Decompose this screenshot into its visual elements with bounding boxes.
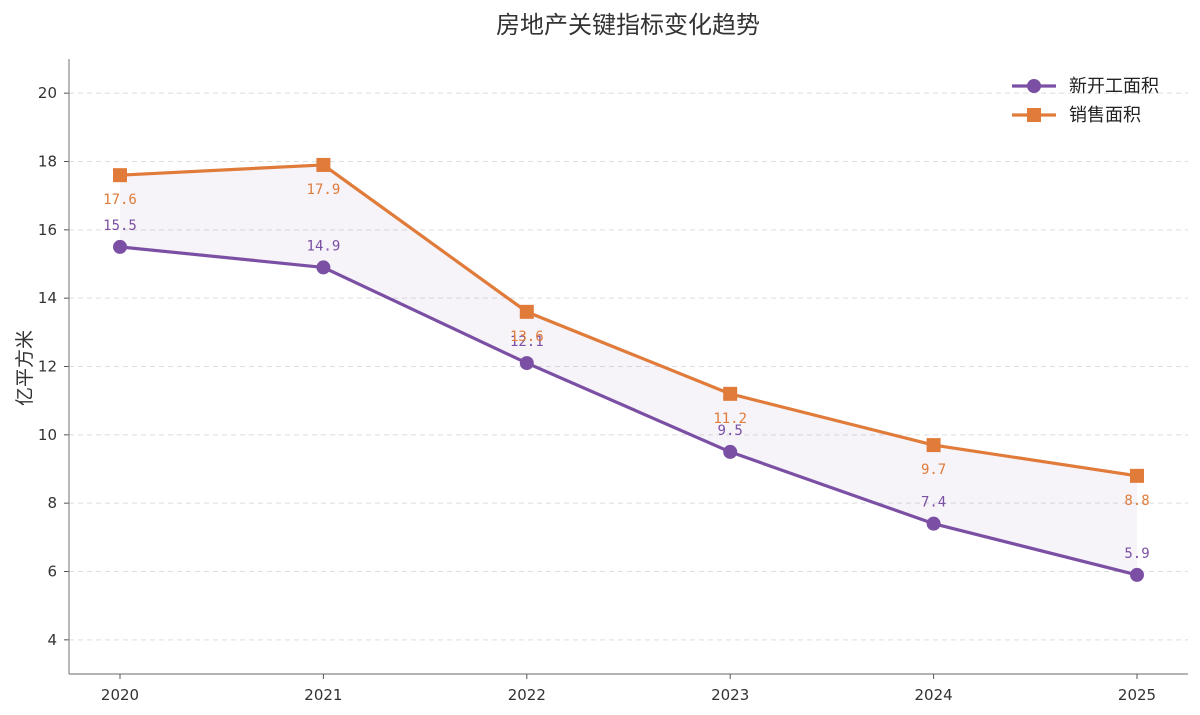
y-tick-label: 20 <box>38 84 57 102</box>
data-point-square <box>1130 468 1144 483</box>
data-point-circle <box>519 356 534 371</box>
x-tick-label: 2022 <box>508 686 546 704</box>
data-point-circle <box>926 516 941 531</box>
y-tick-label: 12 <box>38 358 57 376</box>
data-labels: 15.5 14.9 12.1 9.5 7.4 5.9 17.6 17.9 13.6 11.2 9.7… <box>103 182 1150 562</box>
legend-marker-circle <box>1027 79 1041 93</box>
data-point-square <box>723 386 738 401</box>
data-point-square <box>519 304 534 319</box>
data-label: 14.9 <box>307 238 341 254</box>
series-line-1 <box>118 245 1139 577</box>
y-tick-label: 16 <box>38 221 57 239</box>
data-point-circle <box>1130 567 1144 582</box>
data-label: 8.8 <box>1124 493 1149 509</box>
data-label: 17.6 <box>103 192 137 208</box>
x-tick-label: 2024 <box>915 686 953 704</box>
x-tick-label: 2023 <box>711 686 749 704</box>
data-point-square <box>113 168 127 183</box>
legend-label: 新开工面积 <box>1069 76 1159 97</box>
y-tick-label: 6 <box>47 563 57 581</box>
x-tick-label: 2025 <box>1118 686 1156 704</box>
series-line-2 <box>118 163 1139 478</box>
data-label: 13.6 <box>510 329 544 345</box>
data-label: 17.9 <box>307 182 341 198</box>
legend-label: 销售面积 <box>1069 105 1141 126</box>
y-tick-label: 14 <box>38 289 57 307</box>
data-point-circle <box>316 260 331 275</box>
data-label: 5.9 <box>1124 546 1149 562</box>
y-tick-label: 18 <box>38 153 57 171</box>
data-point-circle <box>113 239 127 254</box>
data-label: 11.2 <box>713 411 747 427</box>
legend-marker-square <box>1027 108 1041 122</box>
data-label: 9.7 <box>921 462 946 478</box>
fill-between-area-shape <box>120 164 1137 575</box>
data-point-circle <box>723 444 738 459</box>
fill-between-area <box>120 164 1137 575</box>
y-tick-label: 4 <box>47 631 57 649</box>
grid-lines <box>69 92 1188 641</box>
y-tick-label: 8 <box>47 494 57 512</box>
data-point-square <box>316 157 331 172</box>
y-tick-label: 10 <box>38 426 57 444</box>
data-label: 9.5 <box>718 423 743 439</box>
data-label: 15.5 <box>103 218 137 234</box>
data-point-square <box>926 438 941 453</box>
data-label: 12.1 <box>510 334 544 350</box>
chart-title: 房地产关键指标变化趋势 <box>496 11 760 39</box>
x-tick-label: 2020 <box>101 686 139 704</box>
series-lines <box>113 157 1144 582</box>
y-axis-label: 亿平方米 <box>14 330 36 406</box>
data-label: 7.4 <box>921 495 946 511</box>
x-tick-label: 2021 <box>304 686 342 704</box>
